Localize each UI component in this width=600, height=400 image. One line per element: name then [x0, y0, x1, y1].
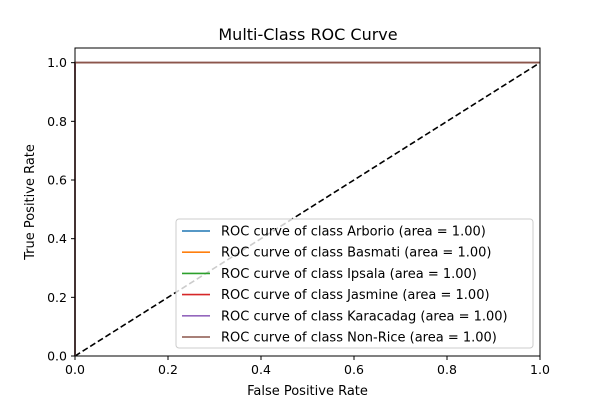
y-tick-label: 0.0: [47, 349, 67, 364]
x-tick-label: 0.0: [65, 362, 85, 377]
y-tick-label: 0.8: [47, 114, 67, 129]
y-axis-label: True Positive Rate: [23, 144, 38, 261]
axes-frame: [74, 47, 541, 357]
legend-entries: ROC curve of class Arborio (area = 1.00)…: [182, 225, 508, 346]
legend-label-3: ROC curve of class Jasmine (area = 1.00): [221, 288, 490, 303]
legend-label-0: ROC curve of class Arborio (area = 1.00): [221, 225, 486, 240]
y-axis-ticks: 0.0 0.2 0.4 0.6 0.8 1.0: [47, 55, 75, 364]
x-axis-ticks: 0.0 0.2 0.4 0.6 0.8 1.0: [65, 356, 550, 377]
x-tick-label: 0.8: [437, 362, 457, 377]
y-tick-label: 0.2: [47, 290, 67, 305]
y-tick-label: 1.0: [47, 55, 67, 70]
x-tick-label: 0.6: [344, 362, 364, 377]
y-tick-label: 0.6: [47, 173, 67, 188]
x-tick-label: 1.0: [530, 362, 550, 377]
legend-label-1: ROC curve of class Basmati (area = 1.00): [221, 246, 491, 261]
chance-reference-line: [74, 61, 541, 357]
legend-label-2: ROC curve of class Ipsala (area = 1.00): [221, 267, 477, 282]
x-tick-label: 0.4: [251, 362, 271, 377]
legend-label-5: ROC curve of class Non-Rice (area = 1.00…: [221, 331, 497, 346]
legend-box: [175, 218, 534, 349]
y-tick-label: 0.4: [47, 231, 67, 246]
legend-label-4: ROC curve of class Karacadag (area = 1.0…: [221, 309, 508, 324]
legend: ROC curve of class Arborio (area = 1.00)…: [175, 218, 534, 349]
chart-title: Multi-Class ROC Curve: [218, 25, 397, 44]
x-tick-label: 0.2: [158, 362, 178, 377]
x-axis-label: False Positive Rate: [247, 384, 368, 399]
